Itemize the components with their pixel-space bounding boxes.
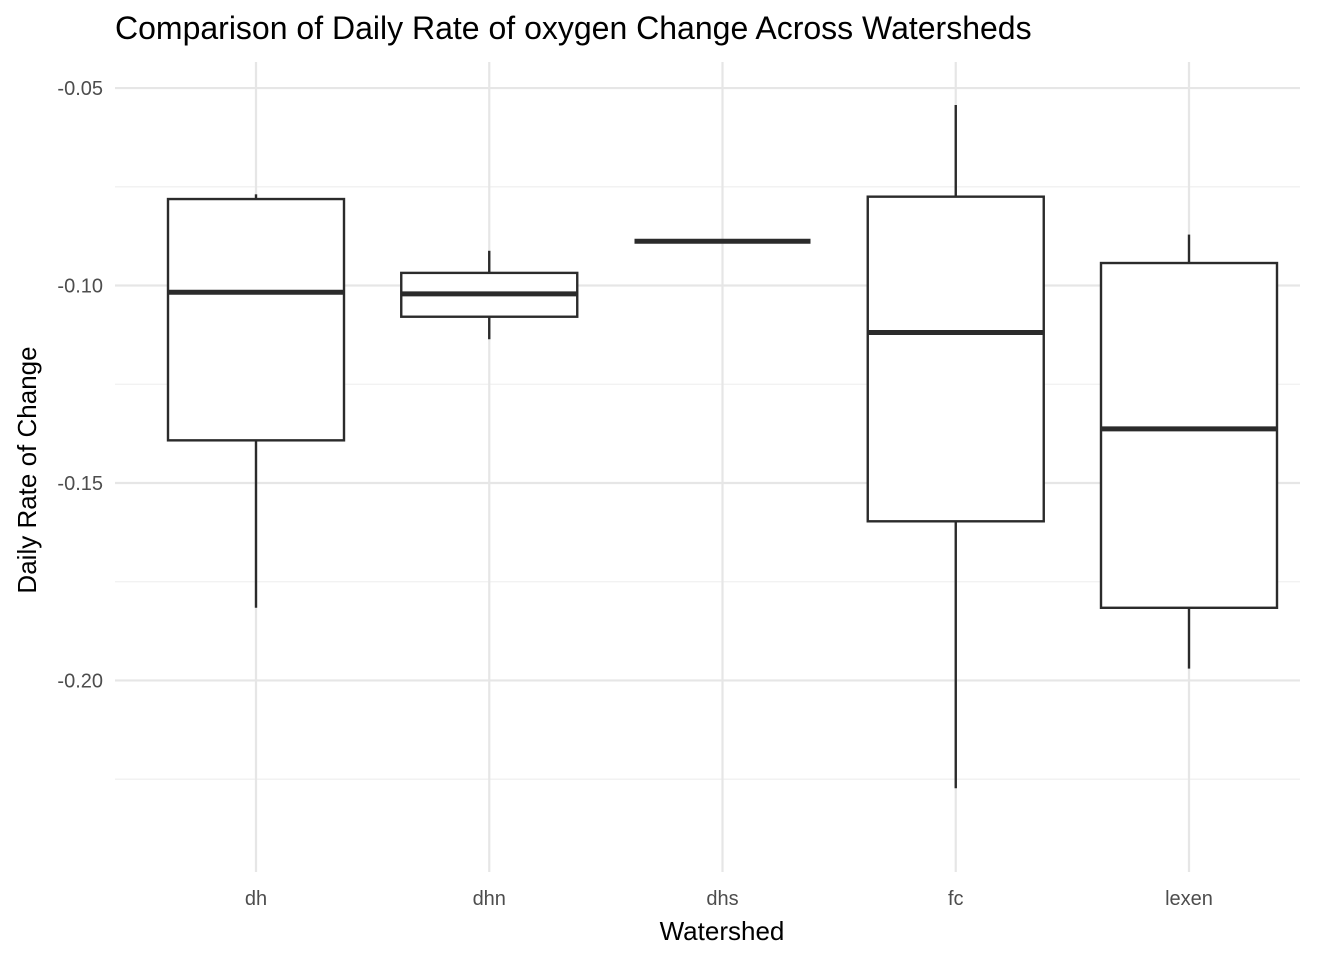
x-tick-label: dhs	[706, 888, 738, 910]
iqr-box	[1099, 261, 1279, 609]
chart-title: Comparison of Daily Rate of oxygen Chang…	[115, 10, 1032, 46]
y-axis-title: Daily Rate of Change	[12, 346, 42, 593]
y-tick-label: -0.05	[57, 78, 103, 100]
x-tick-label: dh	[245, 888, 267, 910]
box-lexen	[1099, 234, 1279, 669]
iqr-box	[866, 195, 1045, 523]
iqr-box	[166, 197, 346, 442]
box-dhn	[400, 250, 579, 340]
x-axis-title: Watershed	[660, 916, 785, 946]
x-axis-ticks: dh dhn dhs fc lexen	[245, 888, 1213, 910]
x-tick-label: lexen	[1165, 888, 1213, 910]
y-tick-label: -0.15	[57, 473, 103, 495]
box-series	[166, 105, 1279, 789]
box-fc	[866, 105, 1045, 789]
box-dh	[166, 194, 346, 608]
y-axis-ticks: -0.05 -0.10 -0.15 -0.20	[57, 78, 103, 692]
x-tick-label: fc	[948, 888, 964, 910]
y-tick-label: -0.10	[57, 276, 103, 298]
y-tick-label: -0.20	[57, 670, 103, 692]
x-tick-label: dhn	[473, 888, 506, 910]
